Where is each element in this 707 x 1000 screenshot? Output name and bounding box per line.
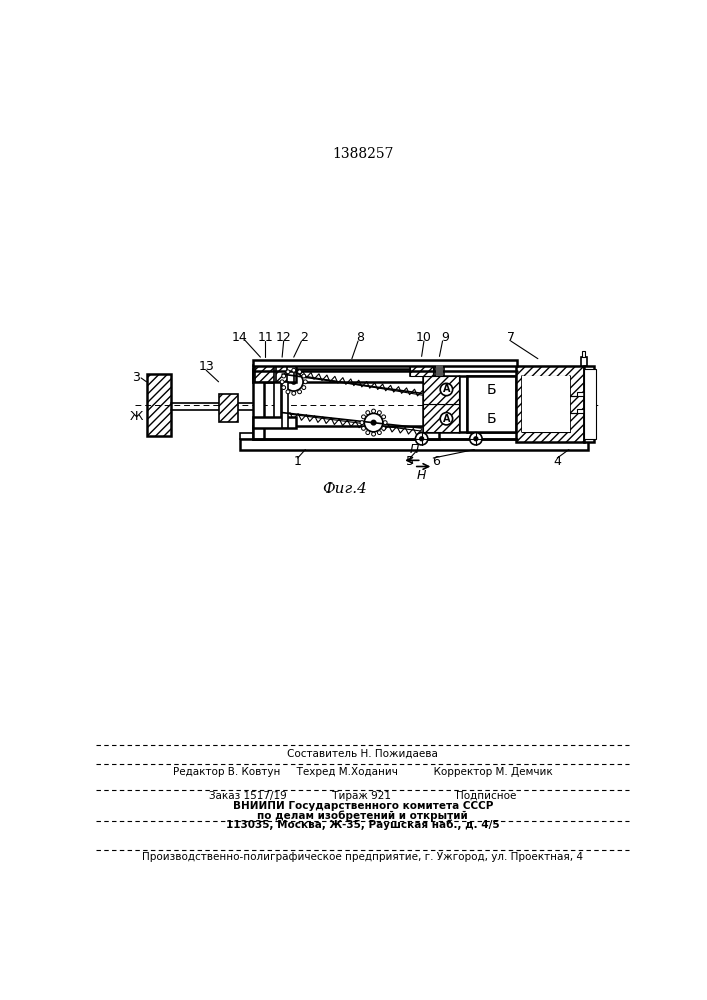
Polygon shape [516, 366, 585, 442]
Text: Фиг.4: Фиг.4 [322, 482, 366, 496]
Bar [467, 376, 516, 432]
Circle shape [286, 390, 290, 394]
Bar [423, 376, 516, 432]
Circle shape [440, 383, 452, 396]
Text: П: П [409, 443, 419, 456]
Circle shape [292, 368, 296, 372]
Bar [240, 433, 274, 439]
Text: ВНИИПИ Государственного комитета СССР: ВНИИПИ Государственного комитета СССР [233, 801, 493, 811]
Circle shape [282, 386, 286, 389]
Bar [282, 382, 288, 428]
Text: Составитель Н. Пожидаева: Составитель Н. Пожидаева [287, 749, 438, 759]
Text: Б: Б [486, 382, 496, 396]
Polygon shape [146, 374, 171, 436]
Text: Н: Н [417, 469, 426, 482]
Circle shape [292, 391, 296, 395]
Circle shape [298, 390, 301, 394]
Circle shape [284, 373, 303, 391]
Text: 8: 8 [356, 331, 363, 344]
Circle shape [378, 431, 381, 435]
Circle shape [382, 415, 385, 419]
Polygon shape [218, 394, 238, 422]
Bar [585, 366, 594, 442]
Text: Б: Б [486, 412, 496, 426]
Circle shape [360, 421, 364, 425]
Text: 6: 6 [432, 455, 440, 468]
Circle shape [302, 374, 305, 378]
Circle shape [372, 409, 375, 413]
Bar [253, 360, 517, 366]
Polygon shape [569, 392, 585, 396]
Circle shape [366, 411, 370, 415]
Text: 1388257: 1388257 [332, 147, 394, 161]
Circle shape [378, 411, 381, 415]
Text: 7: 7 [507, 331, 515, 344]
Text: 11: 11 [257, 331, 273, 344]
Circle shape [474, 437, 478, 441]
Bar [253, 426, 440, 439]
Polygon shape [410, 364, 433, 376]
Text: Ж: Ж [130, 410, 143, 423]
Text: 14: 14 [232, 331, 247, 344]
Polygon shape [516, 366, 585, 371]
Circle shape [440, 413, 452, 425]
Text: Редактор В. Ковтун     Техред М.Ходанич           Корректор М. Демчик: Редактор В. Ковтун Техред М.Ходанич Корр… [173, 767, 553, 777]
Circle shape [372, 432, 375, 436]
Circle shape [280, 380, 284, 384]
Bar [253, 369, 440, 382]
Text: по делам изобретений и открытий: по делам изобретений и открытий [257, 811, 468, 821]
Circle shape [382, 426, 385, 430]
Text: 113035, Москва, Ж-35, Раушская наб., д. 4/5: 113035, Москва, Ж-35, Раушская наб., д. … [226, 820, 500, 830]
Circle shape [282, 374, 286, 378]
Polygon shape [569, 409, 585, 413]
Circle shape [366, 431, 370, 435]
Circle shape [469, 433, 482, 445]
Text: 9: 9 [441, 331, 449, 344]
Bar [240, 439, 588, 450]
Text: 13: 13 [198, 360, 214, 373]
Circle shape [302, 386, 305, 389]
Text: 5: 5 [406, 455, 414, 468]
Bar [585, 369, 596, 439]
Bar [253, 417, 296, 428]
Bar [435, 364, 444, 376]
Text: А: А [443, 414, 450, 424]
Circle shape [303, 380, 308, 384]
Bar [522, 376, 571, 432]
Polygon shape [255, 365, 274, 382]
Circle shape [361, 415, 366, 419]
Bar [253, 369, 264, 439]
Circle shape [364, 413, 383, 432]
Circle shape [420, 437, 423, 441]
Bar [274, 382, 281, 426]
Circle shape [291, 379, 296, 384]
Bar [410, 364, 433, 376]
Text: 10: 10 [416, 331, 432, 344]
Text: 1: 1 [293, 455, 302, 468]
Bar [253, 365, 296, 382]
Text: 12: 12 [276, 331, 291, 344]
Text: Производственно-полиграфическое предприятие, г. Ужгород, ул. Проектная, 4: Производственно-полиграфическое предприя… [142, 852, 583, 861]
Polygon shape [423, 376, 459, 404]
Text: 4: 4 [554, 455, 561, 468]
Bar [582, 351, 585, 357]
Bar [436, 365, 443, 376]
Text: 3: 3 [132, 371, 141, 384]
Text: 2: 2 [300, 331, 308, 344]
Text: А: А [443, 384, 450, 394]
Circle shape [298, 370, 301, 374]
Circle shape [383, 421, 387, 425]
Circle shape [416, 433, 428, 445]
Bar [580, 357, 587, 366]
Polygon shape [423, 404, 459, 432]
Polygon shape [276, 365, 287, 382]
Circle shape [286, 370, 290, 374]
Text: Заказ 1517/19              Тираж 921                    Подписное: Заказ 1517/19 Тираж 921 Подписное [209, 791, 516, 801]
Polygon shape [516, 437, 585, 442]
Circle shape [361, 426, 366, 430]
Circle shape [371, 420, 376, 425]
